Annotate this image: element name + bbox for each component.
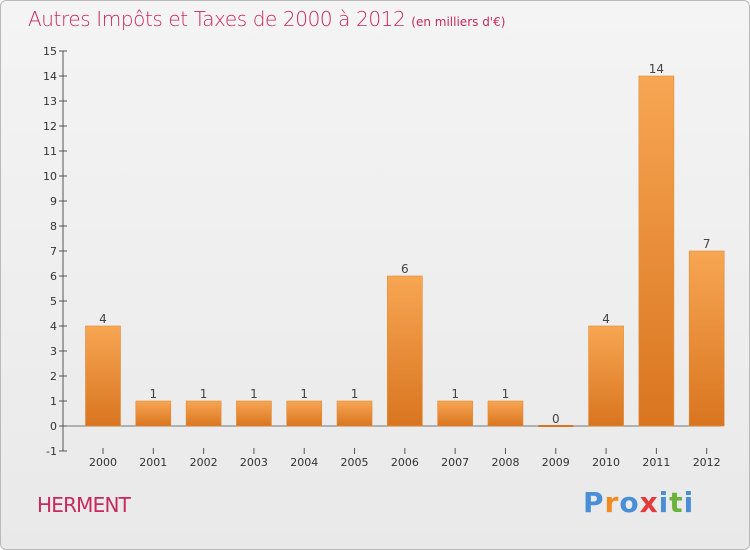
bar-2003 bbox=[236, 400, 272, 427]
x-tick-label-2009: 2009 bbox=[542, 456, 570, 469]
logo-letter: P bbox=[583, 486, 605, 519]
value-label-2006: 6 bbox=[401, 262, 409, 276]
value-label-2011: 14 bbox=[649, 62, 664, 76]
bar-2008 bbox=[487, 400, 524, 427]
chart-title-unit: (en milliers d'€) bbox=[411, 15, 506, 29]
x-tick-label-2001: 2001 bbox=[139, 456, 167, 469]
x-tick-label-2006: 2006 bbox=[391, 456, 419, 469]
x-tick-label-2005: 2005 bbox=[341, 456, 369, 469]
value-label-2007: 1 bbox=[451, 387, 459, 401]
bars bbox=[85, 75, 725, 427]
bar-2010 bbox=[588, 325, 624, 427]
y-tick-label: 12 bbox=[43, 120, 57, 133]
logo-letter: x bbox=[639, 486, 659, 519]
logo-letter: o bbox=[619, 486, 640, 519]
bar-2002 bbox=[185, 400, 222, 427]
y-tick-label: 7 bbox=[50, 245, 57, 258]
logo-letter: i bbox=[658, 486, 670, 519]
y-tick-label: 10 bbox=[43, 170, 57, 183]
value-label-2005: 1 bbox=[351, 387, 359, 401]
x-tick-label-2011: 2011 bbox=[642, 456, 670, 469]
bar-2000 bbox=[85, 325, 121, 427]
value-label-2008: 1 bbox=[502, 387, 510, 401]
bar-2009 bbox=[538, 425, 574, 427]
bar-2004 bbox=[286, 400, 323, 427]
value-label-2001: 1 bbox=[149, 387, 157, 401]
y-tick-label: 4 bbox=[50, 320, 57, 333]
bar-2011 bbox=[638, 75, 675, 427]
logo-letter: i bbox=[683, 486, 695, 519]
value-label-2002: 1 bbox=[200, 387, 208, 401]
value-label-2010: 4 bbox=[602, 312, 610, 326]
y-tick-label: 8 bbox=[50, 220, 57, 233]
x-tick-label-2000: 2000 bbox=[89, 456, 117, 469]
bar-2005 bbox=[336, 400, 373, 427]
y-tick-label: 15 bbox=[43, 45, 57, 58]
y-tick-label: 5 bbox=[50, 295, 57, 308]
value-label-2000: 4 bbox=[99, 312, 107, 326]
chart-title-main: Autres Impôts et Taxes de 2000 à 2012 bbox=[28, 7, 406, 31]
bar-2006 bbox=[387, 275, 423, 427]
y-tick-label: 3 bbox=[50, 345, 57, 358]
y-tick-label: 2 bbox=[50, 370, 57, 383]
y-tick-label: 14 bbox=[43, 70, 57, 83]
value-label-2004: 1 bbox=[300, 387, 308, 401]
logo-letter: r bbox=[604, 486, 620, 519]
value-label-2012: 7 bbox=[703, 237, 711, 251]
bar-2001 bbox=[135, 400, 172, 427]
y-tick-label: 11 bbox=[43, 145, 57, 158]
y-tick-label: 6 bbox=[50, 270, 57, 283]
value-label-2009: 0 bbox=[552, 412, 560, 426]
bar-2012 bbox=[688, 250, 725, 427]
y-tick-label: -1 bbox=[46, 445, 57, 458]
x-tick-label-2012: 2012 bbox=[693, 456, 721, 469]
y-tick-label: 9 bbox=[50, 195, 57, 208]
x-tick-label-2010: 2010 bbox=[592, 456, 620, 469]
logo-letter: t bbox=[669, 486, 684, 519]
chart-title: Autres Impôts et Taxes de 2000 à 2012 (en… bbox=[28, 7, 505, 31]
bar-2007 bbox=[437, 400, 473, 427]
value-label-2003: 1 bbox=[250, 387, 258, 401]
x-tick-label-2004: 2004 bbox=[290, 456, 318, 469]
x-tick-label-2008: 2008 bbox=[491, 456, 519, 469]
y-tick-label: 0 bbox=[50, 420, 57, 433]
commune-name: HERMENT bbox=[37, 493, 131, 517]
y-tick-label: 1 bbox=[50, 395, 57, 408]
proxiti-logo[interactable]: Proxiti bbox=[583, 486, 694, 519]
x-tick-label-2007: 2007 bbox=[441, 456, 469, 469]
x-tick-label-2003: 2003 bbox=[240, 456, 268, 469]
y-tick-label: 13 bbox=[43, 95, 57, 108]
x-tick-label-2002: 2002 bbox=[190, 456, 218, 469]
